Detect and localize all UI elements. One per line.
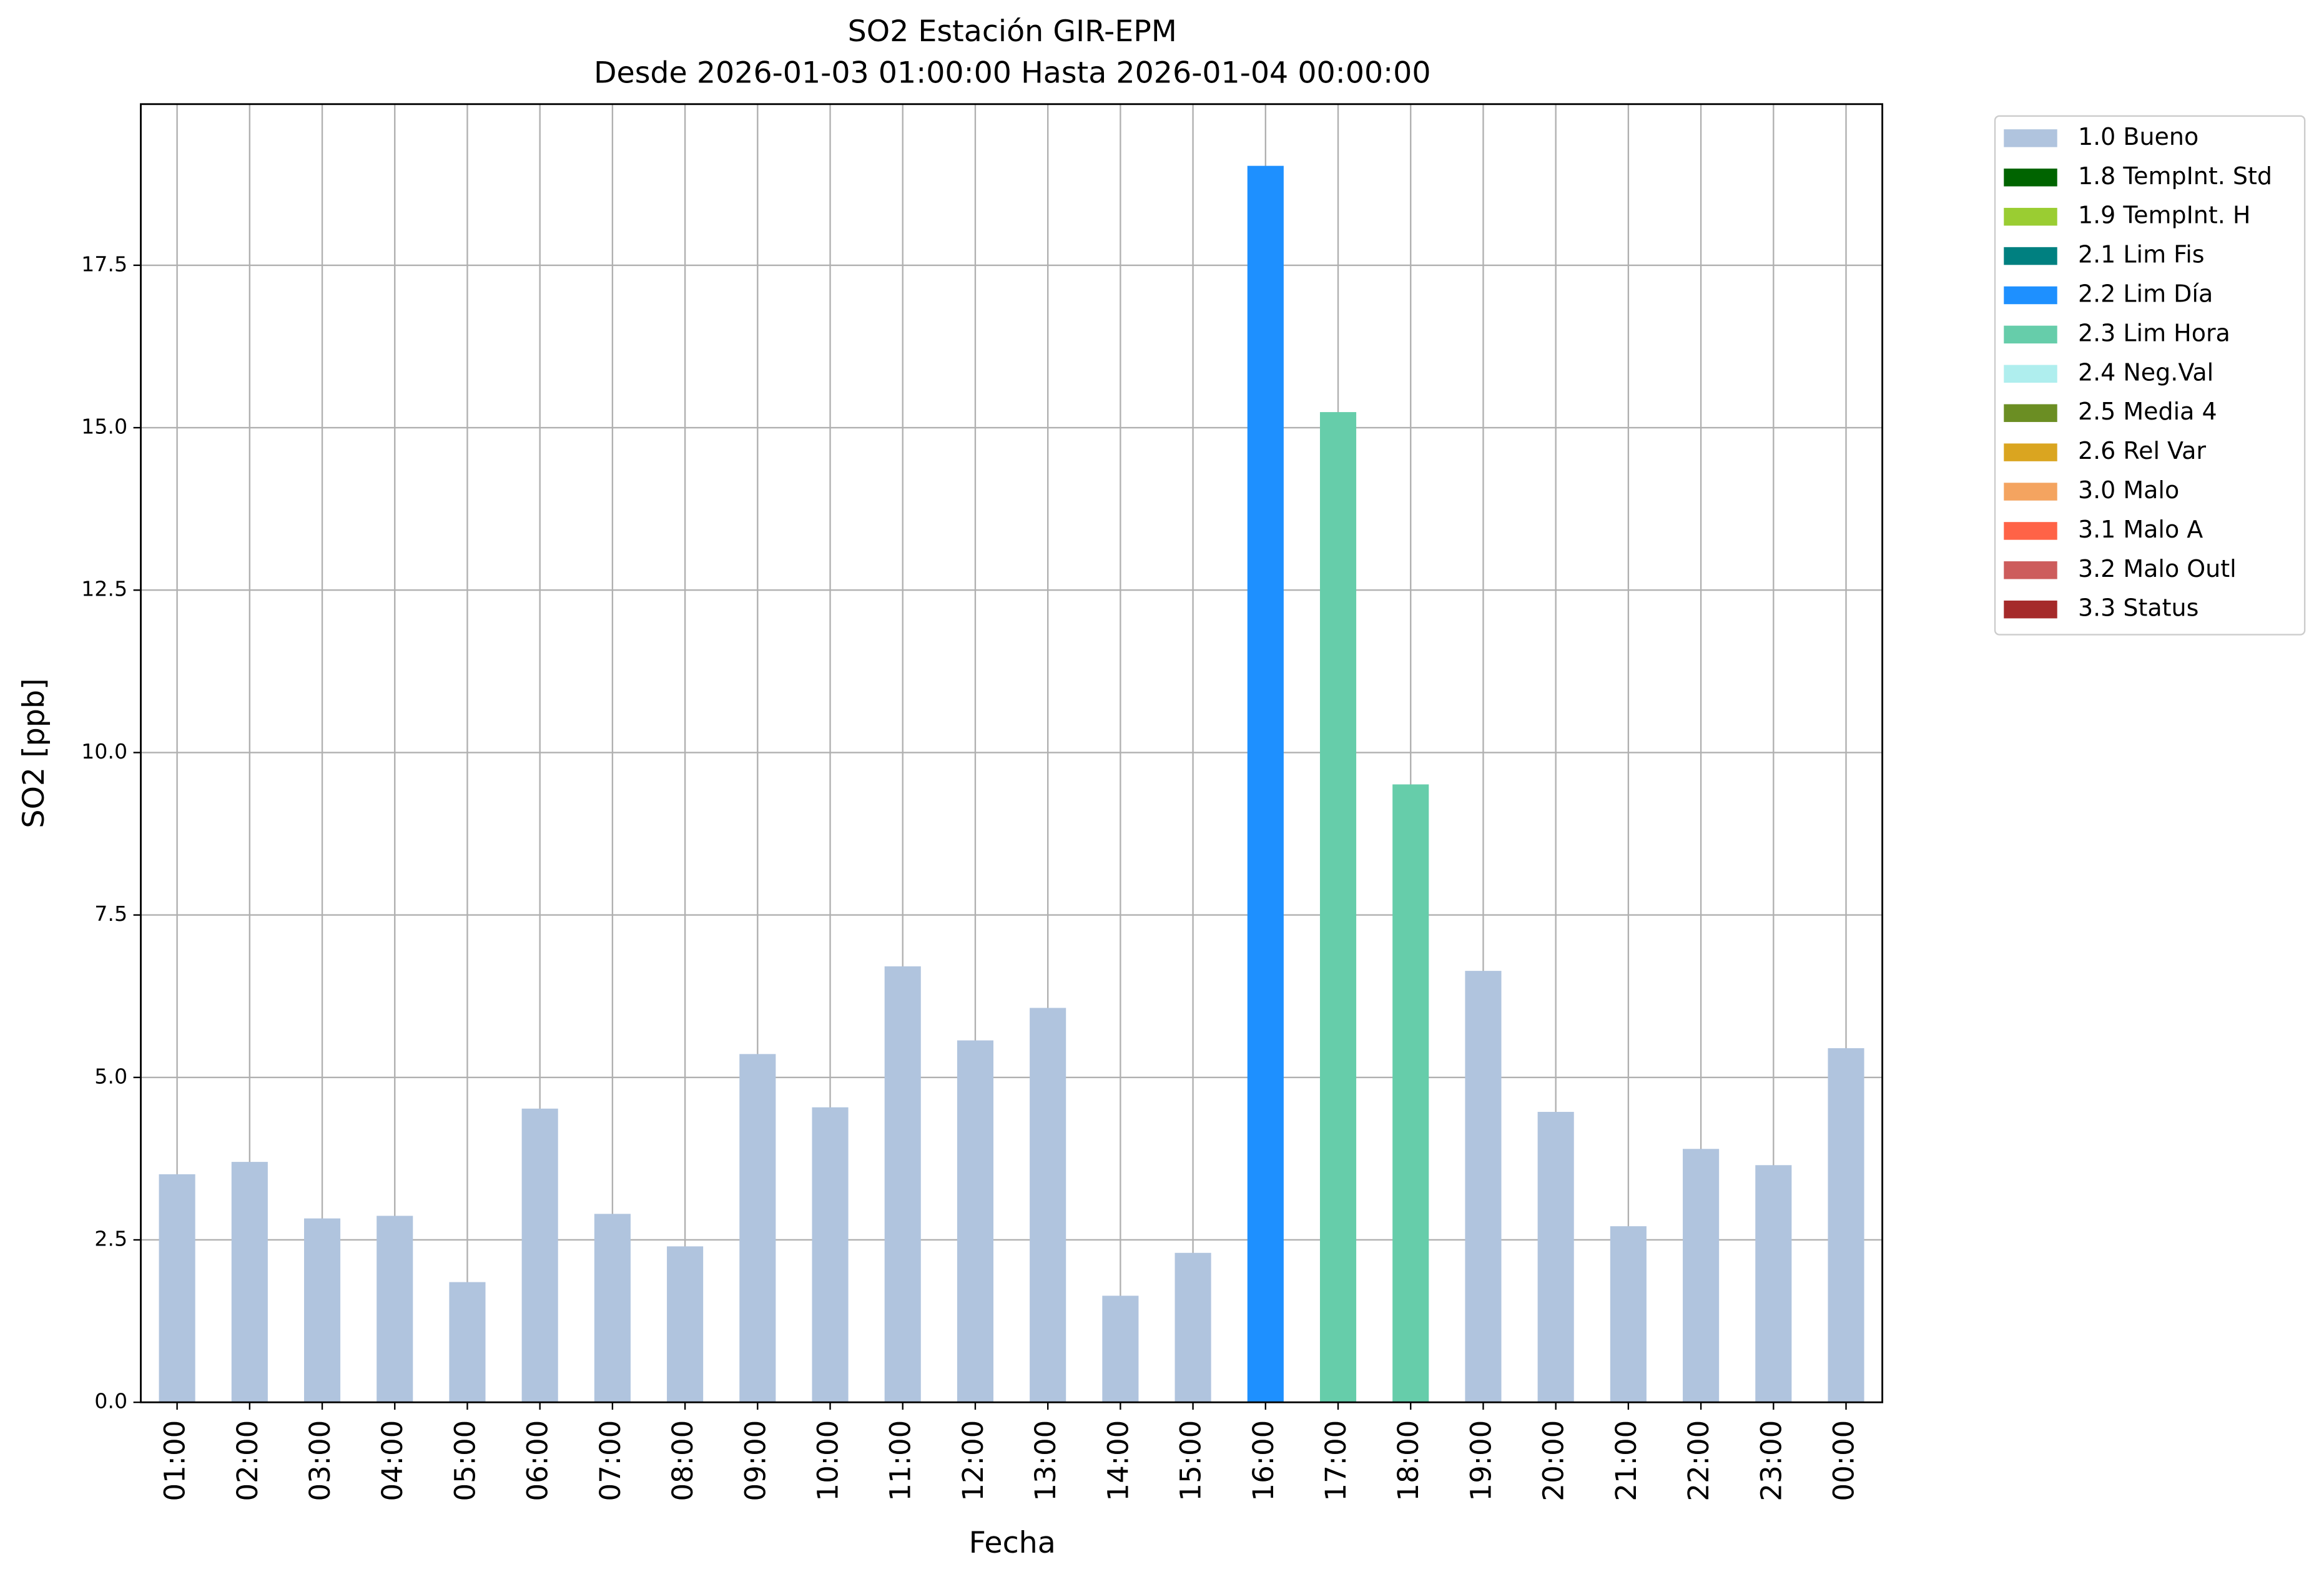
x-tick-label: 06:00 bbox=[521, 1420, 554, 1501]
x-tick-label: 12:00 bbox=[957, 1420, 990, 1501]
y-tick-label: 15.0 bbox=[81, 415, 127, 439]
x-tick-label: 02:00 bbox=[231, 1420, 264, 1501]
bar bbox=[1102, 1295, 1139, 1403]
x-tick-label: 15:00 bbox=[1174, 1420, 1208, 1501]
bar bbox=[159, 1174, 195, 1403]
legend-swatch bbox=[2004, 129, 2057, 147]
y-axis-label: SO2 [ppb] bbox=[17, 678, 51, 828]
legend: 1.0 Bueno 1.8 TempInt. Std 1.9 TempInt. H 2… bbox=[2004, 123, 2272, 622]
legend-label: 1.0 Bueno bbox=[2078, 123, 2198, 150]
x-tick-label: 04:00 bbox=[376, 1420, 409, 1501]
bar bbox=[667, 1246, 704, 1403]
legend-label: 2.1 Lim Fis bbox=[2078, 241, 2205, 268]
x-tick-label: 00:00 bbox=[1828, 1420, 1861, 1501]
legend-box bbox=[1994, 115, 2306, 636]
bar bbox=[303, 1218, 341, 1403]
bar bbox=[231, 1162, 268, 1403]
x-tick-label: 03:00 bbox=[303, 1420, 337, 1501]
x-tick-label: 22:00 bbox=[1682, 1420, 1715, 1501]
x-tick-label: 20:00 bbox=[1537, 1420, 1570, 1501]
x-tick-label: 07:00 bbox=[594, 1420, 627, 1501]
x-tick-label: 16:00 bbox=[1247, 1420, 1280, 1501]
bar bbox=[1174, 1252, 1211, 1403]
x-tick-label: 11:00 bbox=[884, 1420, 917, 1501]
bar bbox=[884, 966, 921, 1403]
bar bbox=[1247, 165, 1284, 1403]
x-tick-label: 05:00 bbox=[448, 1420, 481, 1501]
legend-swatch bbox=[2004, 561, 2057, 579]
y-tick-label: 7.5 bbox=[94, 902, 127, 926]
axes: 0.0 2.5 5.0 7.5 10.0 12.5 15.0 17.5 01:00 02:00 03… bbox=[81, 252, 1860, 1501]
y-tick-label: 2.5 bbox=[94, 1226, 127, 1250]
x-tick-label: 08:00 bbox=[666, 1420, 699, 1501]
chart-subtitle: Desde 2026-01-03 01:00:00 Hasta 2026-01-… bbox=[594, 56, 1431, 90]
y-tick-label: 0.0 bbox=[94, 1389, 127, 1413]
y-tick-label: 10.0 bbox=[81, 739, 127, 764]
x-tick-label: 18:00 bbox=[1392, 1420, 1425, 1501]
legend-swatch bbox=[2004, 600, 2057, 619]
legend-swatch bbox=[2004, 483, 2057, 501]
bar bbox=[1392, 784, 1429, 1403]
x-tick-label: 17:00 bbox=[1319, 1420, 1352, 1501]
bar bbox=[812, 1107, 849, 1403]
legend-swatch bbox=[2004, 286, 2057, 305]
x-tick-label: 10:00 bbox=[812, 1420, 845, 1501]
legend-label: 3.0 Malo bbox=[2078, 476, 2179, 504]
legend-label: 2.5 Media 4 bbox=[2078, 398, 2217, 425]
legend-swatch bbox=[2004, 365, 2057, 383]
bar bbox=[594, 1214, 631, 1403]
legend-swatch bbox=[2004, 522, 2057, 540]
legend-swatch bbox=[2004, 207, 2057, 226]
bar bbox=[1755, 1165, 1792, 1403]
bar bbox=[957, 1040, 994, 1403]
chart-title: SO2 Estación GIR-EPM bbox=[848, 14, 1177, 49]
legend-swatch bbox=[2004, 443, 2057, 461]
bar bbox=[521, 1108, 558, 1403]
legend-swatch bbox=[2004, 247, 2057, 265]
bar bbox=[1319, 412, 1357, 1403]
x-tick-label: 14:00 bbox=[1101, 1420, 1135, 1501]
x-tick-label: 19:00 bbox=[1464, 1420, 1497, 1501]
y-tick-label: 5.0 bbox=[94, 1064, 127, 1088]
legend-label: 2.2 Lim Día bbox=[2078, 280, 2213, 307]
bar bbox=[1030, 1008, 1066, 1403]
legend-swatch bbox=[2004, 169, 2057, 187]
bar bbox=[449, 1282, 486, 1403]
legend-label: 3.3 Status bbox=[2078, 594, 2198, 622]
legend-swatch bbox=[2004, 325, 2057, 344]
bar bbox=[739, 1054, 776, 1403]
bar bbox=[377, 1216, 413, 1403]
legend-swatch bbox=[2004, 404, 2057, 422]
x-axis-label: Fecha bbox=[969, 1526, 1056, 1560]
x-tick-label: 23:00 bbox=[1755, 1420, 1788, 1501]
bar bbox=[1610, 1226, 1647, 1403]
bar bbox=[1683, 1149, 1720, 1403]
x-tick-label: 09:00 bbox=[739, 1420, 772, 1501]
y-tick-label: 17.5 bbox=[81, 252, 127, 276]
bars bbox=[159, 165, 1864, 1403]
legend-label: 1.8 TempInt. Std bbox=[2078, 162, 2272, 190]
x-tick-label: 01:00 bbox=[159, 1420, 192, 1501]
x-tick-label: 21:00 bbox=[1610, 1420, 1643, 1501]
legend-label: 1.9 TempInt. H bbox=[2078, 202, 2250, 229]
legend-label: 2.3 Lim Hora bbox=[2078, 319, 2230, 346]
legend-label: 2.6 Rel Var bbox=[2078, 437, 2206, 464]
bar bbox=[1828, 1048, 1864, 1403]
x-tick-label: 13:00 bbox=[1029, 1420, 1062, 1501]
bar bbox=[1537, 1111, 1574, 1403]
legend-label: 3.1 Malo A bbox=[2078, 516, 2203, 543]
y-tick-label: 12.5 bbox=[81, 577, 127, 601]
legend-label: 2.4 Neg.Val bbox=[2078, 358, 2213, 386]
legend-label: 3.2 Malo Outl bbox=[2078, 555, 2237, 582]
bar bbox=[1465, 971, 1502, 1403]
